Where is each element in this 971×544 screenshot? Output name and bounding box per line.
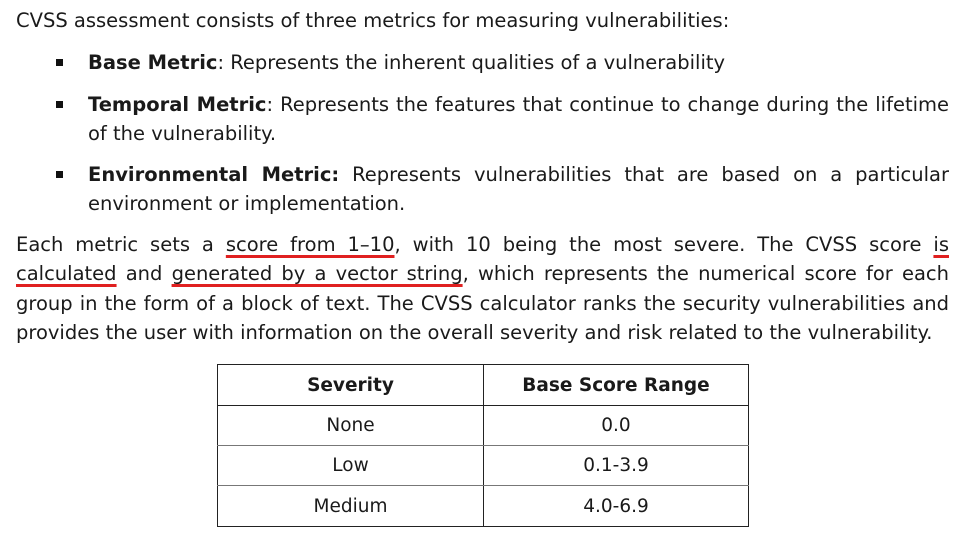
table-row: Low 0.1-3.9 (217, 445, 749, 486)
column-header-severity: Severity (217, 364, 484, 406)
column-header-base-score-range: Base Score Range (483, 364, 749, 406)
highlight-score-range: score from 1–10 (225, 233, 395, 256)
highlight-vector-string: generated by a vector string (171, 262, 463, 286)
score-range-cell: 0.1-3.9 (483, 445, 749, 486)
bullet-marker (56, 101, 63, 108)
severity-table: Severity Base Score Range None 0.0 Low 0… (217, 364, 749, 527)
paragraph-text: Each metric sets a (16, 233, 226, 256)
bullet-marker (56, 171, 63, 178)
metric-item-temporal: Temporal Metric: Represents the features… (88, 90, 949, 148)
metric-description: Represents the features that continue to… (88, 93, 949, 145)
paragraph-text: , which represents the numerical score f… (16, 262, 949, 344)
metric-description: Represents vulnerabilities that are base… (88, 163, 950, 215)
body-paragraph: Each metric sets a score from 1–10, with… (16, 230, 949, 347)
metric-term: Base Metric (88, 51, 218, 74)
intro-sentence: CVSS assessment consists of three metric… (16, 9, 730, 32)
severity-cell: None (217, 405, 484, 446)
highlight-is-calculated: is calculated (16, 233, 949, 286)
table-header-row: Severity Base Score Range (217, 364, 749, 406)
metric-item-base: Base Metric: Represents the inherent qua… (88, 48, 949, 77)
score-range-cell: 4.0-6.9 (483, 485, 749, 527)
paragraph-text: , with 10 being the most severe. The CVS… (394, 233, 934, 256)
severity-cell: Medium (217, 485, 484, 527)
metric-term: Temporal Metric (88, 93, 267, 116)
severity-cell: Low (217, 445, 484, 486)
metric-description: Represents the inherent qualities of a v… (224, 51, 726, 74)
metric-separator: : (217, 51, 225, 74)
metric-item-environmental: Environmental Metric: Represents vulnera… (88, 160, 949, 218)
metric-separator: : (266, 93, 274, 116)
table-row: Medium 4.0-6.9 (217, 485, 749, 527)
table-row: None 0.0 (217, 405, 749, 446)
paragraph-text: and (116, 262, 172, 286)
score-range-cell: 0.0 (483, 405, 749, 446)
bullet-marker (56, 59, 63, 66)
metric-term: Environmental Metric: (88, 163, 340, 186)
